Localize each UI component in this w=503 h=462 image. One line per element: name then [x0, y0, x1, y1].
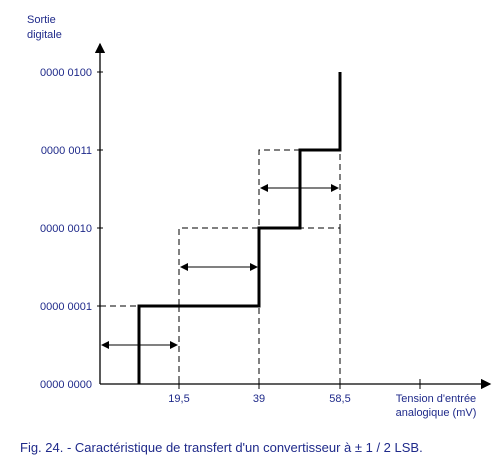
y-tick-label: 0000 0100: [40, 67, 92, 79]
x-tick-label: 39: [253, 393, 265, 405]
y-tick-label: 0000 0011: [41, 145, 92, 157]
x-axis-label-line2: analogique (mV): [396, 407, 477, 419]
y-axis-label-line2: digitale: [27, 29, 62, 41]
transfer-staircase-curve: [137, 72, 342, 384]
y-tick-label: 0000 0001: [40, 301, 92, 313]
y-tick-label: 0000 0000: [40, 379, 92, 391]
x-axis-label-line1: Tension d'entrée: [396, 393, 476, 405]
x-tick-label: 58,5: [329, 393, 350, 405]
y-axis-label-line1: Sortie: [27, 14, 56, 26]
y-tick-label: 0000 0010: [40, 223, 92, 235]
figure-caption: Fig. 24. - Caractéristique de transfert …: [20, 440, 423, 455]
x-tick-label: 19,5: [168, 393, 189, 405]
